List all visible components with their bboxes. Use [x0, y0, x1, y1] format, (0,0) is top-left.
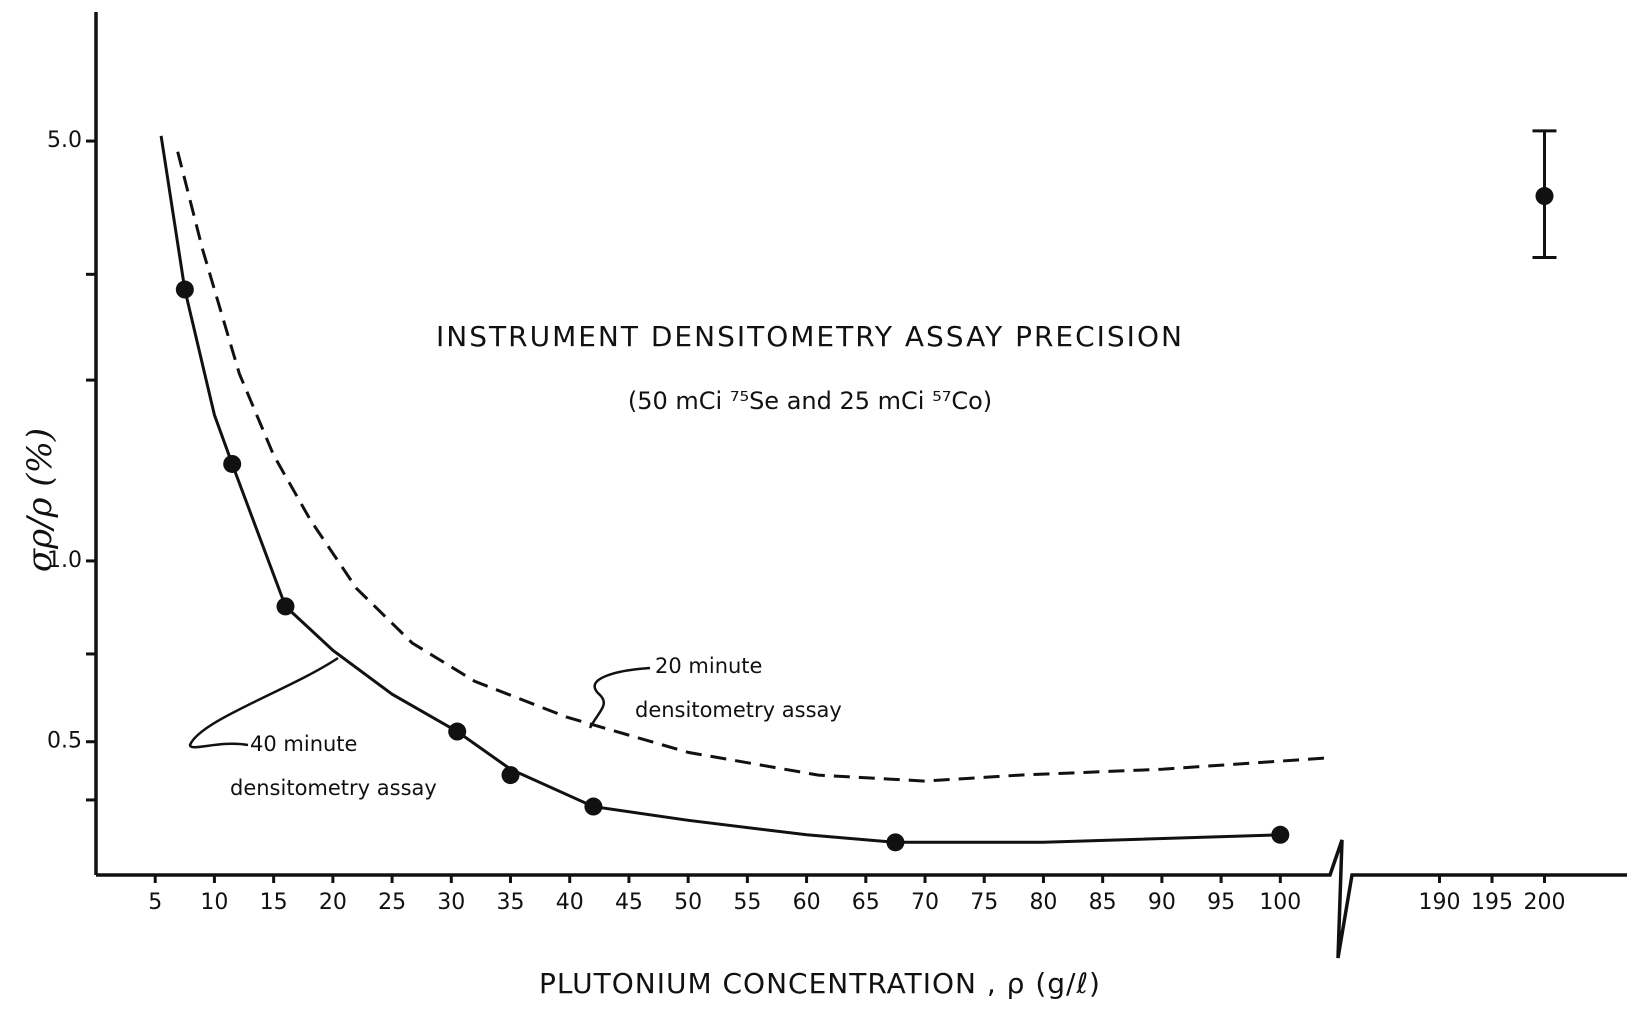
x-tick-label: 30 [437, 890, 465, 915]
x-tick-label: 20 [319, 890, 347, 915]
x-tick-label: 85 [1089, 890, 1117, 915]
x-tick-label: 200 [1524, 890, 1566, 915]
x-axis [96, 839, 1627, 959]
x-tick-label: 100 [1259, 890, 1301, 915]
series-label: 40 minute densitometry assay [230, 732, 437, 800]
x-tick-label: 195 [1471, 890, 1513, 915]
x-tick-label: 80 [1029, 890, 1057, 915]
chart-title: INSTRUMENT DENSITOMETRY ASSAY PRECISION [436, 320, 1184, 353]
x-axis-label: PLUTONIUM CONCENTRATION , ρ (g/ℓ) [539, 967, 1101, 1000]
x-tick-label: 60 [793, 890, 821, 915]
x-tick-label: 95 [1207, 890, 1235, 915]
x-tick-label: 190 [1419, 890, 1461, 915]
x-tick-label: 70 [911, 890, 939, 915]
y-tick-label: 0.5 [47, 729, 82, 754]
x-tick-label: 55 [733, 890, 761, 915]
data-point [1271, 825, 1290, 844]
x-tick-label: 15 [260, 890, 288, 915]
x-tick-label: 45 [615, 890, 643, 915]
x-tick-label: 40 [556, 890, 584, 915]
leader [188, 656, 339, 749]
x-tick-label: 90 [1148, 890, 1176, 915]
data-point [1535, 187, 1554, 206]
data-point [223, 454, 242, 473]
x-tick-label: 10 [200, 890, 228, 915]
series-label: 20 minute densitometry assay [635, 654, 842, 722]
data-point [886, 833, 905, 852]
data-point [448, 722, 467, 741]
x-tick-label: 5 [148, 890, 162, 915]
data-point [584, 797, 603, 816]
series-line [176, 151, 1328, 783]
x-tick-label: 65 [852, 890, 880, 915]
y-tick-label: 5.0 [47, 128, 82, 153]
data-point [276, 597, 295, 616]
data-point [175, 280, 194, 299]
y-axis-label: σρ/ρ (%) [20, 428, 60, 572]
x-tick-label: 35 [497, 890, 525, 915]
x-tick-label: 25 [378, 890, 406, 915]
y-tick-label: 1.0 [47, 548, 82, 573]
x-tick-label: 50 [674, 890, 702, 915]
data-point [501, 766, 520, 785]
chart-subtitle: (50 mCi ⁷⁵Se and 25 mCi ⁵⁷Co) [628, 387, 992, 415]
x-tick-label: 75 [970, 890, 998, 915]
leader [588, 666, 651, 729]
